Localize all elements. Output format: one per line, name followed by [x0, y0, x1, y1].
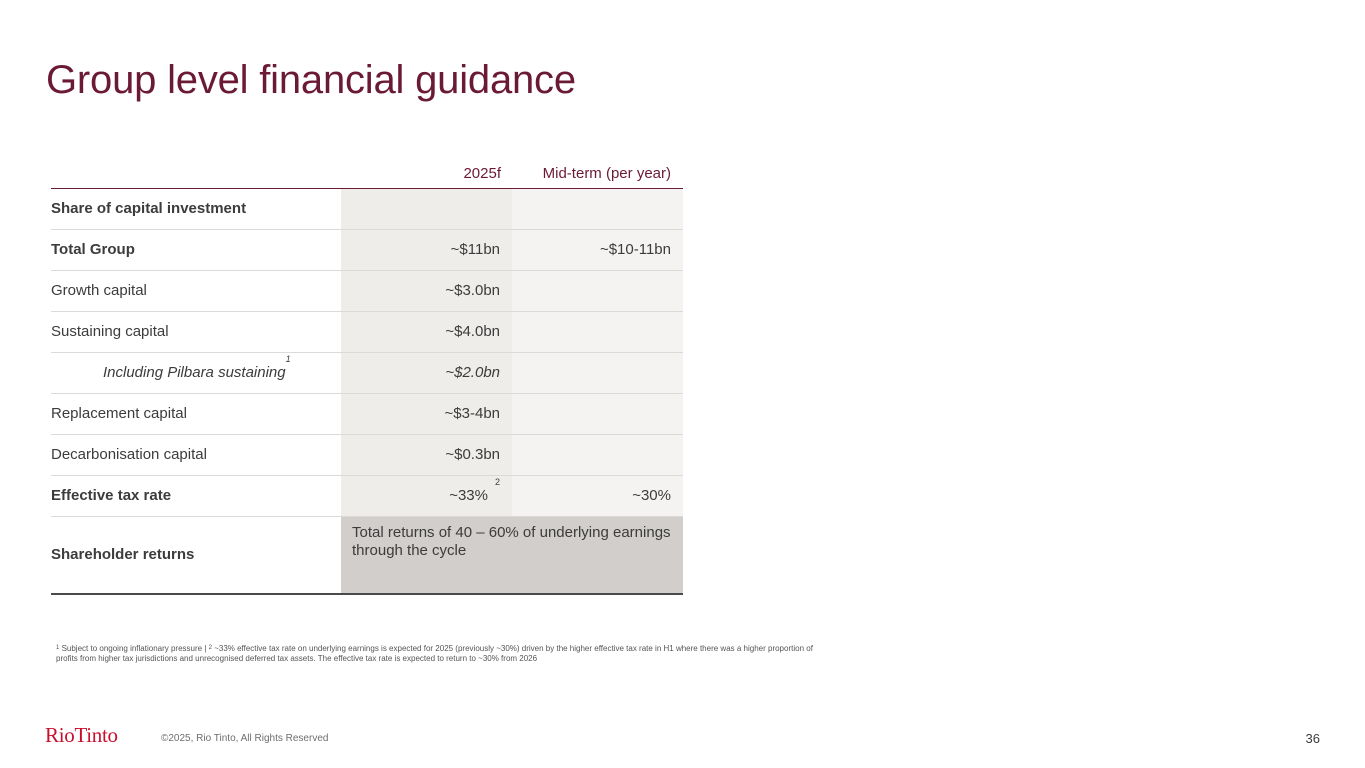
cell-2025f: ~$11bn	[341, 230, 512, 270]
cell-value: ~$4.0bn	[445, 323, 500, 340]
cell-mid-term: ~$10-11bn	[512, 230, 683, 270]
cell-mid-term	[512, 189, 683, 229]
cell-value: ~$0.3bn	[445, 446, 500, 463]
table-row: Share of capital investment	[51, 189, 683, 230]
table-header: 2025f Mid-term (per year)	[51, 155, 683, 189]
cell-value: ~$3-4bn	[444, 405, 500, 422]
table-row: Effective tax rate ~33% 2 ~30%	[51, 476, 683, 517]
cell-2025f: ~$3-4bn	[341, 394, 512, 434]
cell-2025f: ~33% 2	[341, 476, 512, 516]
cell-mid-term: ~30%	[512, 476, 683, 516]
table-row: Including Pilbara sustaining1 ~$2.0bn	[51, 353, 683, 394]
table-row: Total Group ~$11bn ~$10-11bn	[51, 230, 683, 271]
cell-value: ~30%	[632, 487, 671, 504]
footnote-text: ~33% effective tax rate on underlying ea…	[56, 644, 813, 663]
cell-mid-term	[512, 353, 683, 393]
row-label: Replacement capital	[51, 405, 187, 422]
cell-mid-term	[512, 394, 683, 434]
column-header-mid-term: Mid-term (per year)	[542, 165, 671, 182]
row-label: Share of capital investment	[51, 200, 247, 217]
rio-tinto-logo: RioTinto	[45, 723, 118, 747]
table-row: Decarbonisation capital ~$0.3bn	[51, 435, 683, 476]
cell-value: ~$3.0bn	[445, 282, 500, 299]
cell-mid-term	[512, 271, 683, 311]
guidance-table: 2025f Mid-term (per year) Share of capit…	[51, 155, 683, 595]
footnote-marker: 1	[285, 354, 291, 364]
row-label: Shareholder returns	[51, 546, 195, 563]
row-label: Growth capital	[51, 282, 147, 299]
page-title: Group level financial guidance	[46, 58, 576, 102]
cell-value: ~$11bn	[450, 241, 500, 258]
table-row: Sustaining capital ~$4.0bn	[51, 312, 683, 353]
cell-value: Total returns of 40 – 60% of underlying …	[352, 524, 671, 559]
cell-2025f: ~$0.3bn	[341, 435, 512, 475]
cell-mid-term	[512, 312, 683, 352]
page-number: 36	[1305, 731, 1320, 746]
row-label-text: Including Pilbara sustaining	[103, 364, 286, 381]
cell-value-text: ~33%	[449, 487, 488, 504]
table-row: Shareholder returns Total returns of 40 …	[51, 517, 683, 595]
footnote-marker: 1	[56, 645, 60, 651]
row-label: Total Group	[51, 241, 135, 258]
row-label: Sustaining capital	[51, 323, 169, 340]
merged-cell: Total returns of 40 – 60% of underlying …	[341, 517, 683, 593]
footnote-marker: 2	[494, 477, 500, 487]
table-row: Replacement capital ~$3-4bn	[51, 394, 683, 435]
row-label: Including Pilbara sustaining1	[103, 353, 291, 393]
table-row: Growth capital ~$3.0bn	[51, 271, 683, 312]
cell-2025f: ~$3.0bn	[341, 271, 512, 311]
footnote-marker: 2	[208, 645, 212, 651]
footnotes: 1 Subject to ongoing inflationary pressu…	[56, 644, 826, 664]
cell-value: ~$10-11bn	[599, 241, 671, 258]
column-header-2025f: 2025f	[463, 165, 501, 182]
cell-mid-term	[512, 435, 683, 475]
cell-2025f: ~$2.0bn	[341, 353, 512, 393]
cell-2025f: ~$4.0bn	[341, 312, 512, 352]
cell-value: ~$2.0bn	[445, 364, 500, 381]
cell-2025f	[341, 189, 512, 229]
row-label: Decarbonisation capital	[51, 446, 207, 463]
copyright: ©2025, Rio Tinto, All Rights Reserved	[161, 733, 329, 744]
footnote-text: Subject to ongoing inflationary pressure…	[59, 644, 209, 653]
cell-value: ~33% 2	[449, 476, 500, 516]
row-label: Effective tax rate	[51, 487, 172, 504]
